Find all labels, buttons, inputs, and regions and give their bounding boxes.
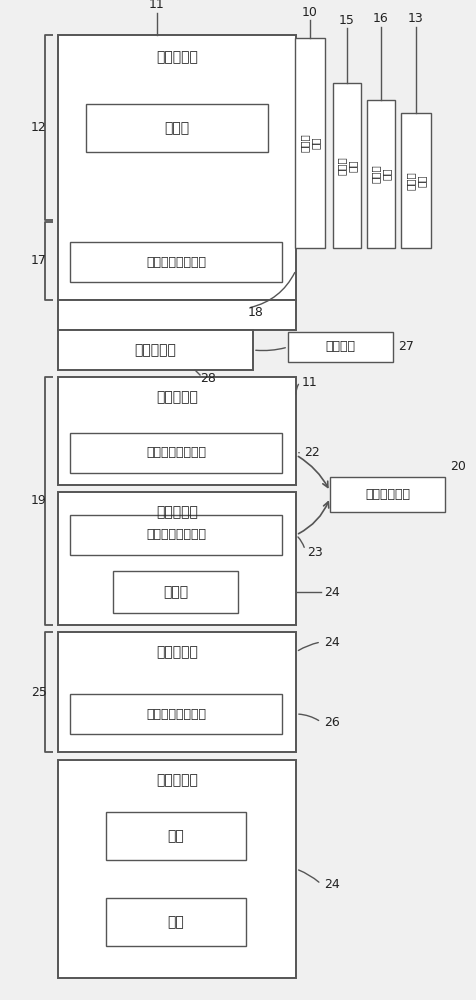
Text: 积放区: 积放区	[163, 585, 188, 599]
Text: 15: 15	[338, 13, 354, 26]
Bar	[58, 330, 252, 370]
Text: 托辊输
送线: 托辊输 送线	[298, 134, 320, 152]
Text: 可伸缩托辊: 可伸缩托辊	[134, 343, 176, 357]
Text: 板链输送线: 板链输送线	[156, 773, 198, 787]
Bar	[58, 300, 296, 330]
Bar	[70, 242, 281, 282]
Text: 24: 24	[323, 878, 339, 890]
Text: 检测: 检测	[167, 915, 184, 929]
Text: 板链输送线: 板链输送线	[156, 645, 198, 659]
Text: 第三升降式变位机: 第三升降式变位机	[146, 528, 206, 542]
Text: 26: 26	[323, 716, 339, 728]
Bar	[58, 377, 296, 485]
Bar	[106, 898, 246, 946]
Text: 12: 12	[31, 121, 47, 134]
Bar	[106, 812, 246, 860]
Text: 16: 16	[372, 12, 388, 25]
Bar	[366, 100, 394, 248]
Bar	[288, 332, 392, 362]
Text: 托辊输送线: 托辊输送线	[156, 50, 198, 64]
Text: 24: 24	[323, 585, 339, 598]
Text: 25: 25	[31, 686, 47, 698]
Text: 28: 28	[199, 371, 216, 384]
Text: 22: 22	[303, 446, 319, 460]
Text: 焊接变
位器: 焊接变 位器	[336, 156, 357, 175]
Bar	[400, 113, 430, 248]
Text: 第四升降式变位机: 第四升降式变位机	[146, 708, 206, 720]
Text: 中间通道: 中间通道	[325, 340, 355, 354]
Text: 托辊输
送线: 托辊输 送线	[369, 165, 391, 183]
Text: 24: 24	[323, 636, 339, 648]
Text: 23: 23	[307, 546, 322, 558]
Bar	[58, 632, 296, 752]
Bar	[58, 760, 296, 978]
Text: 17: 17	[31, 254, 47, 267]
Bar	[329, 477, 444, 512]
Text: 单节成型工装: 单节成型工装	[364, 488, 409, 501]
Text: 13: 13	[407, 12, 423, 25]
Text: 板链输送线: 板链输送线	[156, 505, 198, 519]
Bar	[70, 694, 281, 734]
Text: 27: 27	[397, 340, 413, 354]
Text: 19: 19	[31, 494, 47, 508]
Text: 11: 11	[149, 0, 165, 11]
Text: 20: 20	[449, 460, 465, 474]
Text: 第二升降式变位机: 第二升降式变位机	[146, 446, 206, 460]
Bar	[294, 38, 324, 248]
Bar	[58, 35, 296, 300]
Text: 修磨: 修磨	[167, 829, 184, 843]
Bar	[58, 492, 296, 625]
Bar	[332, 83, 360, 248]
Bar	[86, 104, 268, 152]
Text: 涂装作
业架: 涂装作 业架	[404, 171, 426, 190]
Text: 11: 11	[301, 375, 317, 388]
Bar	[70, 515, 281, 555]
Bar	[70, 433, 281, 473]
Text: 托辊输送线: 托辊输送线	[156, 390, 198, 404]
Text: 积放区: 积放区	[164, 121, 189, 135]
Text: 10: 10	[301, 5, 317, 18]
Bar	[113, 571, 238, 613]
Text: 18: 18	[248, 306, 263, 318]
Text: 第一升降式变位机: 第一升降式变位机	[146, 255, 206, 268]
